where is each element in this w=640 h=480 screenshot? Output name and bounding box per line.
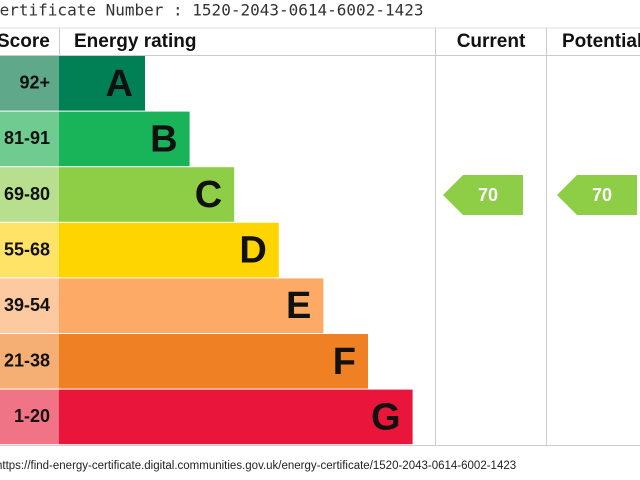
rating-letter: B bbox=[150, 118, 177, 160]
current-value: 70 bbox=[478, 185, 498, 205]
score-cell bbox=[0, 389, 59, 445]
rating-bar bbox=[59, 389, 413, 445]
rating-letter: A bbox=[106, 63, 133, 105]
rating-letter: C bbox=[195, 174, 222, 216]
score-cell bbox=[0, 222, 59, 278]
rating-bar bbox=[59, 334, 368, 389]
score-label: 55-68 bbox=[4, 239, 50, 259]
score-cell bbox=[0, 56, 59, 111]
rating-letter: D bbox=[239, 230, 266, 272]
score-label: 21-38 bbox=[4, 351, 50, 371]
header-potential: Potential bbox=[562, 31, 640, 52]
rating-bar bbox=[59, 56, 145, 111]
header-score: Score bbox=[0, 31, 50, 52]
score-cell bbox=[0, 278, 59, 333]
score-label: 81-91 bbox=[4, 128, 50, 148]
rating-bar bbox=[59, 111, 190, 167]
header-current: Current bbox=[457, 31, 526, 52]
rating-bar bbox=[59, 167, 235, 222]
score-label: 69-80 bbox=[4, 184, 50, 204]
header-rating: Energy rating bbox=[74, 31, 196, 52]
certificate-number: Certificate Number : 1520-2043-0614-6002… bbox=[0, 1, 423, 20]
score-label: 1-20 bbox=[14, 406, 50, 426]
score-cell bbox=[0, 167, 59, 222]
score-label: 92+ bbox=[19, 73, 50, 93]
rating-bar bbox=[59, 222, 279, 278]
rating-letter: G bbox=[371, 396, 401, 438]
score-label: 39-54 bbox=[4, 295, 50, 315]
score-cell bbox=[0, 111, 59, 167]
rating-letter: F bbox=[333, 341, 356, 383]
rating-bar bbox=[59, 278, 324, 333]
footer-url: https://find-energy-certificate.digital.… bbox=[0, 460, 516, 472]
potential-arrow bbox=[557, 175, 637, 215]
current-arrow bbox=[443, 175, 523, 215]
rating-letter: E bbox=[286, 285, 311, 327]
potential-value: 70 bbox=[592, 185, 612, 205]
score-cell bbox=[0, 334, 59, 389]
